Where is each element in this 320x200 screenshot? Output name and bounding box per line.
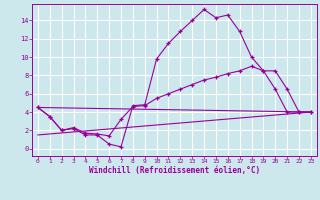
X-axis label: Windchill (Refroidissement éolien,°C): Windchill (Refroidissement éolien,°C) — [89, 166, 260, 175]
